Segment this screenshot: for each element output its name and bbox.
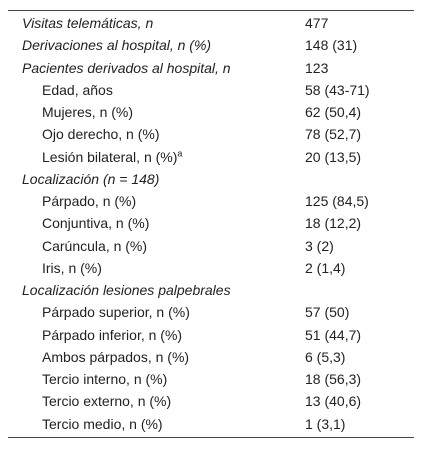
table-row: Ambos párpados, n (%) 6 (5,3) [8,346,414,368]
label-text: Localización (n = 148) [22,170,160,187]
table-row: Visitas telemáticas, n 477 [8,12,414,34]
row-label: Ambos párpados, n (%) [42,346,189,368]
row-value: 62 (50,4) [305,104,362,120]
table-row: Párpado superior, n (%) 57 (50) [8,301,414,323]
table-row: Localización (n = 148) [8,168,414,190]
label-text: Mujeres, n (%) [42,104,134,120]
label-text: Párpado inferior, n (%) [42,326,183,343]
label-text: Visitas telemáticas, n [22,15,154,31]
row-value: 57 (50) [305,304,350,321]
row-label: Párpado superior, n (%) [42,301,190,323]
row-label: Derivaciones al hospital, n (%) [22,34,211,56]
row-label: Edad, años [42,79,113,101]
label-text: Ojo derecho, n (%) [42,126,160,143]
label-text: Conjuntiva, n (%) [42,215,150,232]
label-text: Pacientes derivados al hospital, n [22,59,231,76]
row-label: Tercio medio, n (%) [42,413,163,435]
row-value: 20 (13,5) [305,148,362,165]
row-value: 3 (2) [305,237,334,254]
row-label: Pacientes derivados al hospital, n [22,57,231,79]
row-label: Lesión bilateral, n (%)a [42,146,182,168]
row-label: Carúncula, n (%) [42,235,147,257]
row-label: Párpado, n (%) [42,190,136,212]
row-value: 1 (3,1) [305,415,346,432]
table-row: Párpado, n (%) 125 (84,5) [8,190,414,212]
table-row: Párpado inferior, n (%) 51 (44,7) [8,324,414,346]
row-value: 58 (43-71) [305,81,370,98]
table-row: Carúncula, n (%) 3 (2) [8,235,414,257]
table-row: Ojo derecho, n (%) 78 (52,7) [8,123,414,145]
row-label: Tercio interno, n (%) [42,368,167,390]
table-row: Derivaciones al hospital, n (%) 148 (31) [8,34,414,56]
row-value: 2 (1,4) [305,259,346,276]
row-value: 13 (40,6) [305,393,362,410]
label-text: Párpado, n (%) [42,193,137,209]
table: Visitas telemáticas, n 477 Derivaciones al… [8,10,414,438]
label-text: Derivaciones al hospital, n (%) [22,37,212,54]
label-text: Localización lesiones palpebrales [22,282,231,298]
row-value: 18 (56,3) [305,371,362,387]
row-label: Conjuntiva, n (%) [42,212,149,234]
row-value: 148 (31) [305,37,358,54]
row-label: Ojo derecho, n (%) [42,123,160,145]
label-text: Tercio medio, n (%) [42,415,163,432]
label-text: Iris, n (%) [42,259,102,276]
table-row: Localización lesiones palpebrales [8,279,414,301]
label-text: Ambos párpados, n (%) [42,348,190,365]
label-text: Tercio interno, n (%) [42,371,168,387]
label-text: Tercio externo, n (%) [42,393,172,410]
footnote-mark: a [177,147,183,158]
table-row: Tercio medio, n (%) 1 (3,1) [8,413,414,435]
row-label: Párpado inferior, n (%) [42,324,182,346]
row-label: Localización (n = 148) [22,168,159,190]
table-row: Edad, años 58 (43-71) [8,79,414,101]
row-value: 477 [305,15,329,31]
row-label: Mujeres, n (%) [42,101,133,123]
label-text: Párpado superior, n (%) [42,304,190,321]
label-text: Edad, años [42,81,113,98]
label-text: Carúncula, n (%) [42,237,148,254]
row-value: 51 (44,7) [305,326,362,343]
row-value: 78 (52,7) [305,126,362,143]
table-row: Pacientes derivados al hospital, n 123 [8,57,414,79]
row-label: Localización lesiones palpebrales [22,279,231,301]
table-row: Lesión bilateral, n (%)a 20 (13,5) [8,146,414,168]
table-row: Tercio interno, n (%) 18 (56,3) [8,368,414,390]
row-value: 123 [305,59,329,76]
label-text: Lesión bilateral, n (%) [42,148,178,165]
row-value: 125 (84,5) [305,193,369,209]
row-label: Iris, n (%) [42,257,102,279]
row-label: Tercio externo, n (%) [42,390,171,412]
table-row: Mujeres, n (%) 62 (50,4) [8,101,414,123]
table-row: Iris, n (%) 2 (1,4) [8,257,414,279]
row-label: Visitas telemáticas, n [22,12,153,34]
row-value: 6 (5,3) [305,348,346,365]
table-row: Tercio externo, n (%) 13 (40,6) [8,390,414,412]
row-value: 18 (12,2) [305,215,362,232]
table-row: Conjuntiva, n (%) 18 (12,2) [8,212,414,234]
